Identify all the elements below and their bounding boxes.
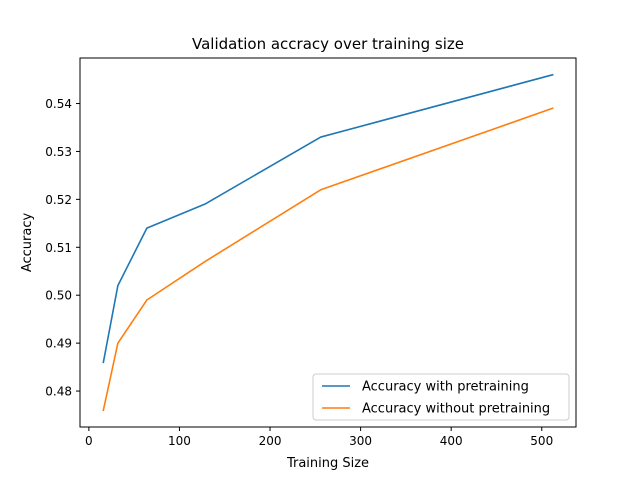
y-tick-label: 0.49 — [45, 337, 72, 351]
chart-title: Validation accracy over training size — [192, 35, 464, 53]
x-tick-label: 200 — [259, 434, 282, 448]
y-axis-label: Accuracy — [20, 213, 35, 273]
legend-label-without-pretraining: Accuracy without pretraining — [362, 402, 550, 417]
x-tick-label: 500 — [530, 434, 553, 448]
legend-label-with-pretraining: Accuracy with pretraining — [362, 380, 529, 395]
y-tick-label: 0.54 — [45, 97, 72, 111]
x-tick-label: 0 — [85, 434, 93, 448]
x-tick-label: 100 — [168, 434, 191, 448]
x-axis-label: Training Size — [286, 456, 369, 471]
y-tick-label: 0.51 — [45, 241, 72, 255]
legend: Accuracy with pretraining Accuracy witho… — [312, 373, 570, 421]
series-line-1 — [102, 107, 554, 412]
y-axis-ticks: 0.48 0.49 0.50 0.51 0.52 0.53 0.54 — [45, 97, 80, 399]
y-tick-label: 0.52 — [45, 193, 72, 207]
plot-frame — [79, 57, 577, 428]
series-line-0 — [102, 73, 554, 364]
legend-box — [312, 373, 570, 421]
y-tick-label: 0.50 — [45, 289, 72, 303]
x-axis-ticks: 0 100 200 300 400 500 — [85, 427, 553, 448]
x-tick-label: 300 — [349, 434, 372, 448]
x-tick-label: 400 — [440, 434, 463, 448]
series-layer — [102, 73, 554, 412]
y-tick-label: 0.53 — [45, 145, 72, 159]
y-tick-label: 0.48 — [45, 385, 72, 399]
